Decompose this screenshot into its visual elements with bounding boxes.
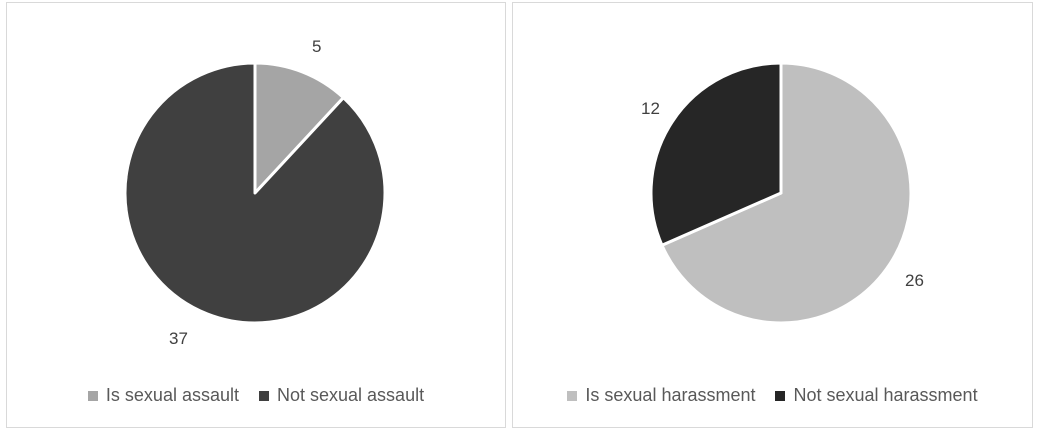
pie-chart-sexual-assault bbox=[123, 61, 387, 325]
chart-panel-sexual-harassment: 12 26 Is sexual harassment Not sexual ha… bbox=[512, 2, 1033, 428]
data-label-is-sexual-assault: 5 bbox=[312, 37, 322, 56]
pie-slice-not-sexual-harassment bbox=[649, 61, 783, 247]
chart-panel-sexual-assault: 5 37 Is sexual assault Not sexual assaul… bbox=[6, 2, 506, 428]
pie-slice-not-sexual-assault bbox=[123, 61, 387, 325]
legend-sexual-assault: Is sexual assault Not sexual assault bbox=[7, 385, 505, 406]
legend-item-not-sexual-harassment: Not sexual harassment bbox=[775, 385, 978, 406]
data-label-is-sexual-harassment: 26 bbox=[905, 271, 924, 290]
data-label-not-sexual-harassment: 12 bbox=[641, 99, 660, 118]
pie-chart-sexual-harassment bbox=[649, 61, 913, 325]
pie-slice-is-sexual-harassment bbox=[660, 61, 913, 325]
legend-label-not-sexual-assault: Not sexual assault bbox=[277, 385, 425, 405]
legend-item-not-sexual-assault: Not sexual assault bbox=[259, 385, 424, 406]
legend-item-is-sexual-harassment: Is sexual harassment bbox=[567, 385, 755, 406]
legend-swatch-not-sexual-harassment bbox=[775, 390, 786, 401]
pie-slice-is-sexual-assault bbox=[253, 61, 345, 195]
legend-label-not-sexual-harassment: Not sexual harassment bbox=[793, 385, 978, 405]
legend-swatch-is-sexual-harassment bbox=[567, 390, 578, 401]
data-label-not-sexual-assault: 37 bbox=[169, 329, 188, 348]
legend-label-is-sexual-assault: Is sexual assault bbox=[105, 385, 239, 405]
legend-label-is-sexual-harassment: Is sexual harassment bbox=[585, 385, 756, 405]
legend-item-is-sexual-assault: Is sexual assault bbox=[87, 385, 239, 406]
legend-sexual-harassment: Is sexual harassment Not sexual harassme… bbox=[513, 385, 1032, 406]
legend-swatch-is-sexual-assault bbox=[87, 390, 98, 401]
legend-swatch-not-sexual-assault bbox=[259, 390, 269, 401]
